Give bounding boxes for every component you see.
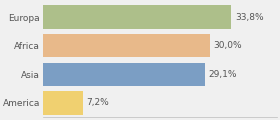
Text: 29,1%: 29,1% — [209, 70, 237, 79]
Bar — [43, 34, 210, 57]
Text: 33,8%: 33,8% — [235, 13, 263, 22]
Text: 7,2%: 7,2% — [87, 98, 109, 107]
Bar — [43, 5, 232, 29]
Bar — [43, 63, 205, 86]
Text: 30,0%: 30,0% — [214, 41, 242, 50]
Bar — [43, 91, 83, 115]
